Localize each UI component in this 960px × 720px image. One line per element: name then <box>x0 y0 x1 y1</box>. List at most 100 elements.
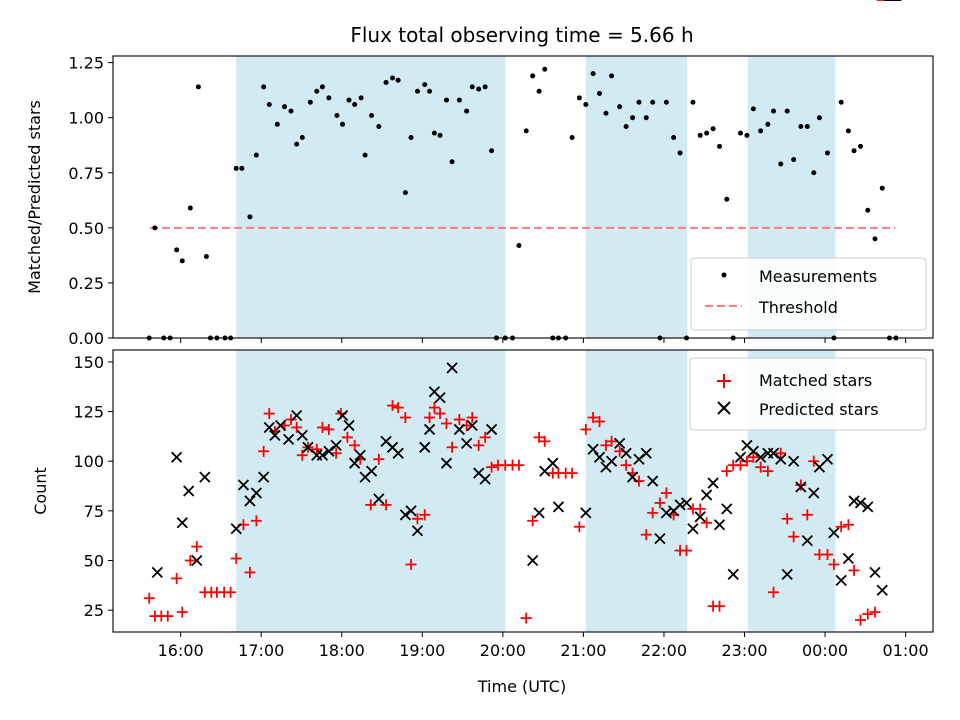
matched-star-point <box>380 499 392 511</box>
predicted-star-point <box>788 455 800 467</box>
measurement-point <box>437 132 443 138</box>
matched-star-point <box>191 541 203 553</box>
predicted-star-point <box>620 447 632 459</box>
measurement-point <box>636 99 642 105</box>
predicted-star-point <box>291 409 303 422</box>
matched-star-point <box>250 515 262 527</box>
predicted-star-point <box>336 409 349 422</box>
measurement-point <box>737 130 743 136</box>
measurement-point <box>314 88 320 94</box>
measurement-point <box>282 104 288 110</box>
matched-star-point <box>520 612 532 624</box>
matched-star-point <box>184 555 196 567</box>
measurement-point <box>865 207 871 213</box>
y-tick-label: 0.00 <box>68 329 104 348</box>
matched-star-point <box>566 467 578 479</box>
predicted-star-point <box>754 451 767 463</box>
matched-star-point <box>311 443 323 455</box>
predicted-star-point <box>781 568 793 581</box>
predicted-star-point <box>876 584 888 596</box>
measurement-point <box>710 126 716 132</box>
matched-star-point <box>176 606 188 618</box>
measurement-point <box>798 124 804 129</box>
legend-matched-label: Matched stars <box>759 371 872 390</box>
predicted-star-point <box>485 423 498 436</box>
matched-star-point <box>694 503 706 515</box>
predicted-star-point <box>263 421 275 434</box>
predicted-star-point <box>775 453 787 465</box>
measurement-point <box>422 82 428 88</box>
legend-predicted-label: Predicted stars <box>759 400 879 419</box>
legend-predicted-marker <box>717 401 731 415</box>
matched-star-point <box>162 610 174 622</box>
predicted-star-point <box>446 362 458 374</box>
measurement-point <box>804 124 810 129</box>
matched-star-point <box>453 414 465 426</box>
measurement-point <box>542 66 548 72</box>
y-tick-label: 125 <box>73 403 104 422</box>
predicted-star-point <box>349 457 361 469</box>
matched-star-point <box>721 465 733 477</box>
predicted-star-point <box>230 523 242 535</box>
predicted-star-point <box>767 447 780 459</box>
predicted-star-point <box>605 455 618 467</box>
predicted-star-point <box>640 447 652 459</box>
measurement-point <box>590 71 596 77</box>
matched-star-point <box>654 497 666 509</box>
matched-star-point <box>714 600 726 612</box>
measurement-point <box>724 196 730 202</box>
predicted-star-point <box>191 554 203 567</box>
matched-star-point <box>349 439 361 451</box>
measurement-point <box>630 115 636 121</box>
matched-star-point <box>428 402 440 414</box>
measurement-point <box>583 101 589 107</box>
predicted-star-point <box>674 499 686 511</box>
measurement-point <box>369 112 375 118</box>
predicted-star-point <box>460 437 473 449</box>
matched-star-point <box>225 586 237 598</box>
matched-star-point <box>171 572 183 584</box>
predicted-star-point <box>808 487 820 499</box>
predicted-star-point <box>323 445 335 457</box>
matched-star-point <box>244 566 256 578</box>
measurement-point <box>253 152 259 158</box>
measurement-point <box>671 135 677 141</box>
y-tick-label: 75 <box>84 502 104 521</box>
matched-star-point <box>747 451 759 463</box>
matched-star-point <box>762 465 774 477</box>
measurement-point <box>326 95 332 101</box>
measurement-point <box>851 148 857 154</box>
predicted-star-point <box>821 453 834 465</box>
matched-star-point <box>473 439 485 451</box>
bottom-x-ticks: 16:00 17:00 18:00 19:00 20:00 21:00 22:00 23:00… <box>158 632 929 660</box>
matched-star-point <box>373 453 385 465</box>
matched-star-point <box>486 461 498 473</box>
x-tick-label: 18:00 <box>319 641 365 660</box>
predicted-stars-series <box>151 0 901 596</box>
predicted-star-point <box>257 471 270 483</box>
matched-star-point <box>640 529 652 541</box>
matched-star-point <box>365 499 377 511</box>
predicted-star-point <box>237 479 250 491</box>
measurement-point <box>765 121 771 127</box>
matched-star-point <box>855 614 867 626</box>
predicted-star-point <box>343 419 355 432</box>
measurement-point <box>427 88 433 94</box>
bottom-legend: Matched stars Predicted stars <box>689 357 927 431</box>
matched-star-point <box>795 479 807 491</box>
matched-star-point <box>330 447 342 459</box>
matched-star-point <box>842 519 854 531</box>
matched-star-point <box>808 455 820 467</box>
x-tick-label: 19:00 <box>399 641 445 660</box>
measurement-point <box>174 247 180 253</box>
matched-star-point <box>801 509 813 521</box>
measurement-point <box>334 112 340 118</box>
measurement-point <box>319 84 325 90</box>
matched-star-point <box>580 423 592 435</box>
matched-star-point <box>296 449 308 461</box>
matched-star-point <box>285 414 297 426</box>
measurement-point <box>203 253 209 259</box>
predicted-star-point <box>835 574 847 587</box>
y-tick-label: 0.50 <box>68 219 104 238</box>
predicted-star-point <box>423 423 436 436</box>
